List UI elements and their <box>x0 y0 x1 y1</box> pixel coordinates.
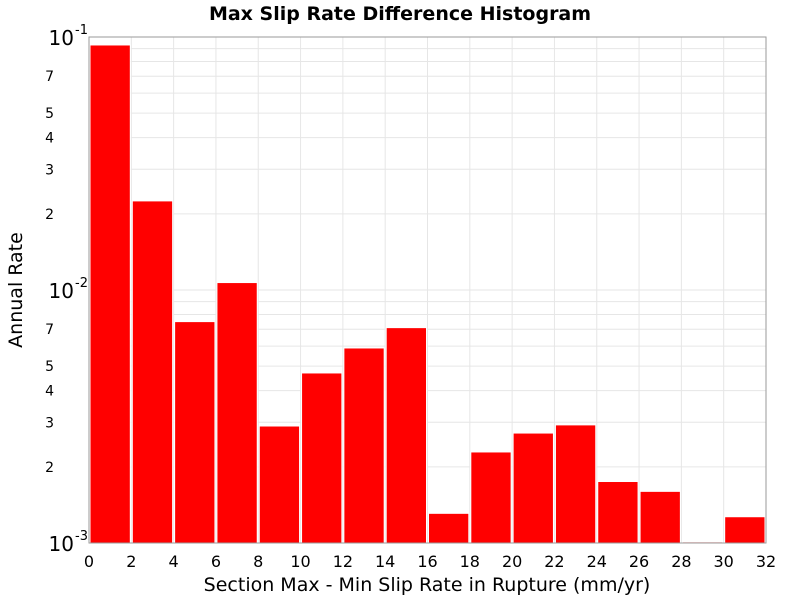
histogram-bar <box>174 321 216 544</box>
histogram-bar <box>301 372 343 544</box>
y-axis-label: Annual Rate <box>5 232 27 348</box>
x-tick-label: 18 <box>460 552 480 571</box>
x-tick-label: 30 <box>714 552 734 571</box>
y-decade-label: 10 <box>49 532 74 556</box>
x-tick-label: 4 <box>169 552 179 571</box>
y-decade-exponent: -1 <box>75 23 88 38</box>
x-tick-label: 12 <box>333 552 353 571</box>
x-tick-label: 6 <box>211 552 221 571</box>
y-decade-exponent: -2 <box>75 276 88 291</box>
x-tick-label: 26 <box>629 552 649 571</box>
histogram-bar <box>639 490 681 544</box>
histogram-bar <box>343 347 385 544</box>
histogram-bar <box>428 512 470 544</box>
histogram-bar <box>385 327 427 544</box>
y-decade-label: 10 <box>49 26 74 50</box>
y-minor-tick-label: 7 <box>45 322 54 338</box>
histogram-bar <box>597 481 639 544</box>
histogram-bar <box>216 282 258 544</box>
y-minor-tick-label: 3 <box>45 415 54 431</box>
y-minor-tick-label: 5 <box>45 106 54 122</box>
y-decade-exponent: -3 <box>75 529 88 544</box>
x-tick-label: 20 <box>502 552 522 571</box>
histogram-bar <box>724 516 766 544</box>
y-minor-tick-label: 4 <box>45 131 54 147</box>
chart-title: Max Slip Rate Difference Histogram <box>209 3 591 25</box>
y-minor-tick-label: 2 <box>45 460 54 476</box>
bars <box>89 44 766 544</box>
x-tick-label: 10 <box>290 552 310 571</box>
x-tick-label: 8 <box>253 552 263 571</box>
histogram-bar <box>554 424 597 544</box>
histogram-bar <box>470 451 512 544</box>
histogram-bar <box>89 44 131 544</box>
histogram-bar <box>258 425 301 544</box>
x-tick-label: 24 <box>587 552 607 571</box>
x-axis-label: Section Max - Min Slip Rate in Rupture (… <box>204 574 651 596</box>
x-tick-label: 0 <box>84 552 94 571</box>
y-minor-tick-label: 2 <box>45 207 54 223</box>
histogram-bar <box>512 432 554 544</box>
y-minor-tick-label: 4 <box>45 384 54 400</box>
histogram-bar <box>131 200 174 544</box>
y-decade-label: 10 <box>49 279 74 303</box>
x-tick-label: 32 <box>756 552 776 571</box>
y-minor-tick-label: 5 <box>45 359 54 375</box>
x-tick-label: 22 <box>544 552 564 571</box>
x-tick-label: 16 <box>417 552 437 571</box>
x-axis-ticks: 0 2 4 6 8 10 12 14 16 18 20 22 24 26 28 30 32 <box>84 552 776 571</box>
plot-area-border <box>88 36 767 544</box>
y-minor-tick-label: 3 <box>45 162 54 178</box>
x-tick-label: 2 <box>126 552 136 571</box>
y-minor-tick-label: 7 <box>45 69 54 85</box>
x-tick-label: 28 <box>671 552 691 571</box>
x-tick-label: 14 <box>375 552 395 571</box>
